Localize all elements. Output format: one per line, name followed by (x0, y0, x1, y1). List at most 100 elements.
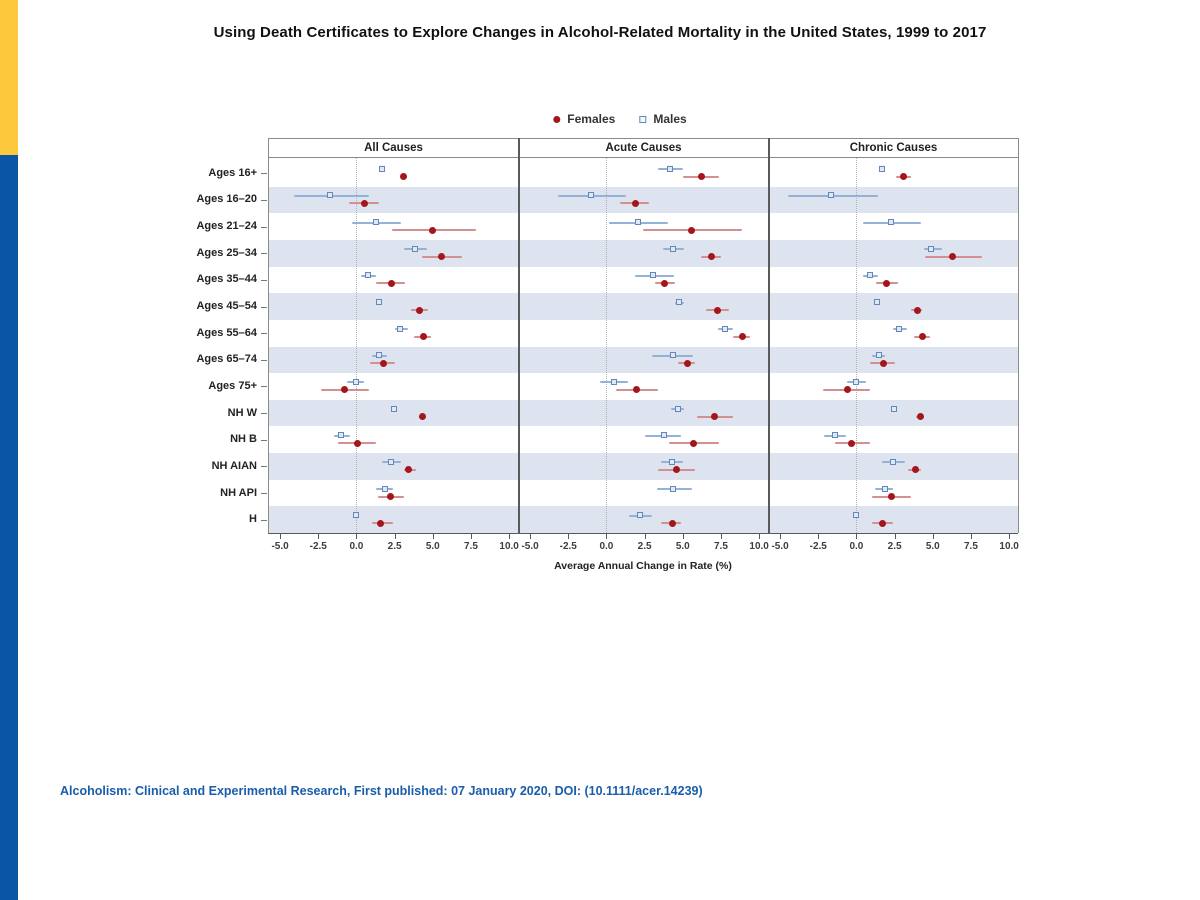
point-females (386, 493, 394, 501)
x-tick-label: 0.0 (349, 541, 364, 552)
row-stripe (268, 453, 1018, 480)
point-females (711, 413, 719, 421)
point-females (888, 493, 896, 501)
males-marker-icon (639, 115, 647, 123)
point-females (708, 253, 716, 261)
category-label: NH B (230, 433, 257, 446)
point-males (375, 352, 382, 359)
legend-label-males: Males (653, 112, 687, 126)
x-tick (568, 534, 570, 539)
point-females (843, 386, 851, 394)
category-tick (261, 413, 267, 415)
plot-border-left (268, 158, 269, 533)
x-tick-label: 7.5 (964, 541, 978, 552)
x-tick (818, 534, 820, 539)
zero-reference-line (356, 158, 358, 533)
point-females (689, 439, 697, 447)
point-males (878, 165, 885, 172)
point-females (340, 386, 348, 394)
x-axis-line (268, 533, 1018, 534)
category-label: Ages 25–34 (196, 246, 257, 259)
x-tick (606, 534, 608, 539)
point-females (360, 199, 368, 207)
category-tick (261, 466, 267, 468)
zero-reference-line (606, 158, 608, 533)
x-tick (356, 534, 358, 539)
row-stripe (268, 399, 1018, 427)
x-tick-label: -2.5 (809, 541, 827, 552)
point-males (397, 325, 404, 332)
point-females (420, 333, 428, 341)
point-females (404, 466, 412, 474)
point-females (354, 439, 362, 447)
category-label: Ages 65–74 (196, 353, 257, 366)
point-females (878, 519, 886, 527)
category-tick (261, 439, 267, 441)
point-females (914, 306, 921, 314)
panel-header: All Causes (268, 138, 519, 158)
point-females (660, 279, 668, 287)
point-males (670, 485, 677, 492)
point-males (668, 458, 675, 465)
point-males (852, 512, 859, 519)
point-males (670, 245, 677, 252)
point-males (676, 299, 683, 306)
row-stripe (268, 293, 1018, 320)
point-males (670, 352, 677, 359)
x-tick (856, 534, 858, 539)
category-tick (261, 279, 267, 281)
point-females (633, 386, 641, 394)
point-males (874, 299, 881, 306)
category-tick (261, 333, 267, 335)
point-males (828, 192, 835, 199)
x-axis-title: Average Annual Change in Rate (%) (554, 560, 732, 572)
point-males (722, 325, 729, 332)
category-tick (261, 519, 267, 521)
point-males (881, 485, 888, 492)
x-tick (530, 534, 532, 539)
category-label: Ages 45–54 (196, 300, 257, 313)
x-tick-label: 0.0 (599, 541, 614, 552)
x-tick-label: 5.0 (925, 541, 940, 552)
point-females (429, 226, 437, 234)
x-tick-label: 5.0 (425, 541, 440, 552)
category-label: Ages 35–44 (196, 273, 257, 286)
x-tick (509, 534, 511, 539)
point-females (917, 413, 925, 421)
x-tick-label: 7.5 (464, 541, 478, 552)
x-tick-label: -2.5 (559, 541, 577, 552)
chart-legend: Females Males (553, 112, 687, 126)
row-stripe (268, 186, 1018, 214)
point-females (880, 359, 888, 367)
point-females (388, 279, 396, 287)
category-label: Ages 16+ (208, 166, 257, 179)
point-males (372, 219, 379, 226)
point-females (688, 226, 696, 234)
point-females (418, 413, 426, 421)
point-males (895, 325, 902, 332)
x-tick-label: -5.0 (271, 541, 289, 552)
panel-separator (518, 138, 520, 533)
category-tick (261, 493, 267, 495)
x-tick-label: 10.0 (749, 541, 769, 552)
point-males (875, 352, 882, 359)
point-males (352, 512, 359, 519)
category-label: H (249, 513, 257, 526)
panel-header: Acute Causes (518, 138, 769, 158)
point-females (683, 359, 691, 367)
point-females (415, 306, 423, 314)
category-tick (261, 173, 267, 175)
point-males (378, 165, 385, 172)
legend-label-females: Females (567, 112, 616, 126)
point-males (326, 192, 333, 199)
point-males (587, 192, 594, 199)
x-tick-label: 2.5 (637, 541, 652, 552)
panel-separator (768, 138, 770, 533)
category-tick (261, 306, 267, 308)
x-tick (780, 534, 782, 539)
point-females (668, 519, 676, 527)
x-tick-label: 5.0 (675, 541, 690, 552)
panel-header: Chronic Causes (768, 138, 1019, 158)
x-tick (682, 534, 684, 539)
x-tick-label: 7.5 (714, 541, 728, 552)
